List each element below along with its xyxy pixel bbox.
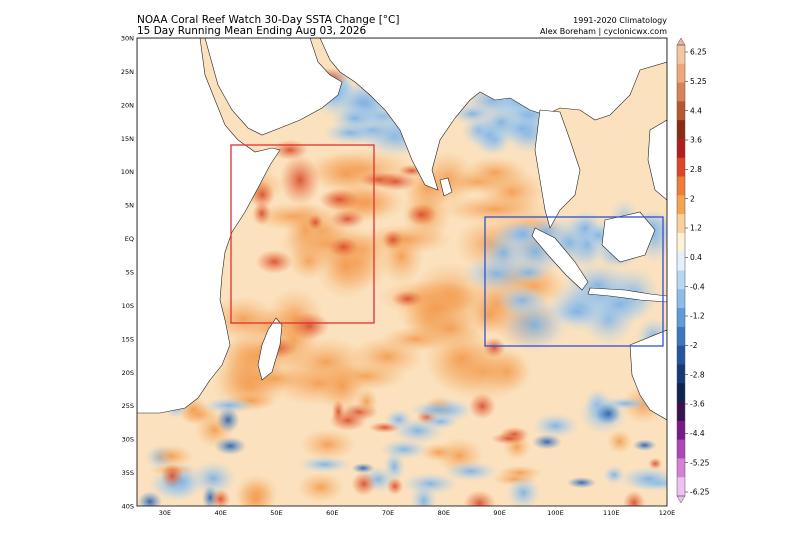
climatology-label: 1991-2020 Climatology bbox=[573, 16, 667, 25]
longitude-label: 30E bbox=[159, 509, 171, 517]
colorbar-label: 0.4 bbox=[690, 253, 702, 262]
latitude-label: 5N bbox=[125, 202, 134, 210]
latitude-label: 25N bbox=[121, 68, 134, 76]
latitude-label: 20S bbox=[122, 369, 134, 377]
colorbar: 6.25 5.25 4.4 3.6 2.8 2 1.2 0.4 -0.4 -1.2 -2 -2.8 -3… bbox=[676, 37, 710, 504]
latitude-label: 10N bbox=[121, 168, 134, 176]
colorbar-segment bbox=[677, 439, 685, 459]
colorbar-outline bbox=[676, 44, 686, 497]
colorbar-segment bbox=[677, 420, 685, 441]
latitude-label: 30S bbox=[122, 436, 134, 444]
longitude-label: 60E bbox=[326, 509, 338, 517]
colorbar-segment bbox=[677, 402, 685, 422]
colorbar-segment bbox=[677, 101, 685, 121]
colorbar-segment bbox=[677, 251, 685, 271]
colorbar-segment bbox=[677, 63, 685, 83]
latitude-label: 15N bbox=[121, 135, 134, 143]
latitude-label: EQ bbox=[125, 235, 134, 243]
colorbar-segment bbox=[677, 157, 685, 177]
longitude-label: 110E bbox=[603, 509, 620, 517]
colorbar-label: -2 bbox=[690, 341, 698, 350]
colorbar-segment bbox=[677, 195, 685, 215]
colorbar-segment bbox=[677, 308, 685, 328]
author-credit: Alex Boreham | cyclonicwx.com bbox=[540, 27, 667, 36]
longitude-label: 70E bbox=[382, 509, 394, 517]
colorbar-segment bbox=[677, 289, 685, 309]
eastern-indian-ocean-box bbox=[484, 216, 664, 347]
longitude-label: 40E bbox=[214, 509, 226, 517]
colorbar-label: 3.6 bbox=[690, 136, 702, 145]
colorbar-label: -2.8 bbox=[690, 370, 705, 379]
map-frame bbox=[136, 37, 668, 507]
longitude-label: 80E bbox=[438, 509, 450, 517]
longitude-labels: 30E 40E 50E 60E 70E 80E 90E 100E 110E 120E bbox=[159, 509, 676, 517]
latitude-labels: 30N 25N 20N 15N 10N 5N EQ 5S 10S 15S 20S 25S 30S 35S 4… bbox=[121, 35, 134, 511]
map-subtitle: 15 Day Running Mean Ending Aug 03, 2026 bbox=[137, 25, 367, 37]
colorbar-segment bbox=[677, 364, 685, 384]
colorbar-segment bbox=[677, 232, 685, 253]
colorbar-label: 5.25 bbox=[690, 77, 707, 86]
colorbar-segment bbox=[677, 214, 685, 234]
colorbar-segment bbox=[677, 270, 685, 290]
latitude-label: 40S bbox=[122, 503, 134, 511]
colorbar-segment bbox=[677, 477, 685, 497]
colorbar-segment bbox=[677, 138, 685, 159]
colorbar-label: -0.4 bbox=[690, 282, 705, 291]
latitude-label: 25S bbox=[122, 402, 134, 410]
latitude-label: 35S bbox=[122, 469, 134, 477]
colorbar-segment bbox=[677, 458, 685, 478]
colorbar-label: -5.25 bbox=[690, 458, 710, 467]
map-title: NOAA Coral Reef Watch 30-Day SSTA Change… bbox=[137, 14, 400, 26]
latitude-label: 20N bbox=[121, 101, 134, 109]
latitude-label: 10S bbox=[122, 302, 134, 310]
colorbar-segment bbox=[677, 345, 685, 365]
colorbar-label: 1.2 bbox=[690, 224, 702, 233]
longitude-label: 100E bbox=[547, 509, 564, 517]
anomaly-field bbox=[137, 38, 667, 506]
western-indian-ocean-box bbox=[230, 144, 375, 324]
land-masses bbox=[137, 38, 667, 421]
colorbar-segment bbox=[677, 120, 685, 140]
colorbar-label: 2.8 bbox=[690, 165, 702, 174]
latitude-label: 15S bbox=[122, 335, 134, 343]
colorbar-segment bbox=[677, 82, 685, 102]
colorbar-segment bbox=[677, 45, 685, 65]
longitude-label: 120E bbox=[659, 509, 676, 517]
longitude-label: 50E bbox=[270, 509, 282, 517]
colorbar-segment bbox=[677, 383, 685, 403]
colorbar-top-arrow bbox=[676, 37, 686, 46]
colorbar-label: 4.4 bbox=[690, 106, 702, 115]
colorbar-label: 6.25 bbox=[690, 48, 707, 57]
colorbar-bottom-arrow bbox=[676, 495, 686, 504]
colorbar-label: 2 bbox=[690, 194, 695, 203]
latitude-label: 5S bbox=[126, 269, 134, 277]
colorbar-segment bbox=[677, 176, 685, 196]
latitude-label: 30N bbox=[121, 35, 134, 43]
colorbar-label: -6.25 bbox=[690, 488, 710, 497]
longitude-label: 90E bbox=[493, 509, 505, 517]
colorbar-label: -3.6 bbox=[690, 400, 705, 409]
colorbar-label: -1.2 bbox=[690, 312, 705, 321]
colorbar-segment bbox=[677, 326, 685, 347]
colorbar-label: -4.4 bbox=[690, 429, 705, 438]
